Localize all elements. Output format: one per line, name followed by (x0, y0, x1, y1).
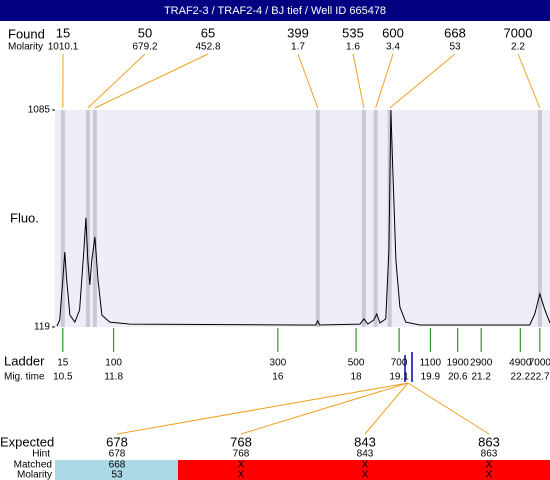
ladder-size: 2900 (470, 358, 493, 369)
ladder-size: 7000 (529, 358, 550, 369)
expected-size: 843 (354, 434, 376, 449)
ladder-size: 500 (348, 358, 365, 369)
ladder-size: 1900 (447, 358, 470, 369)
expected-size: 863 (478, 434, 500, 449)
found-connector (87, 53, 146, 109)
expected-hint: 843 (357, 449, 374, 460)
found-size: 15 (56, 25, 70, 40)
ladder-time: 22.7 (530, 372, 550, 383)
matched-cell (55, 460, 178, 480)
ladder-time: 22.2 (511, 372, 531, 383)
expected-hint: 863 (481, 449, 498, 460)
molarity-row-label: Molarity (17, 470, 52, 480)
expected-molarity: 53 (111, 470, 123, 480)
found-connector (389, 53, 456, 109)
found-molarity: 1.6 (346, 42, 360, 53)
found-molarity: 2.2 (511, 42, 525, 53)
found-band (92, 110, 97, 327)
hint-label: Hint (32, 449, 50, 460)
ladder-label: Ladder (4, 353, 45, 368)
expected-matched: X (362, 460, 369, 471)
ladder-time: 16 (272, 372, 284, 383)
title-bar (0, 0, 550, 21)
found-connector (297, 53, 319, 109)
found-size: 668 (444, 25, 466, 40)
ladder-time: 19.9 (421, 372, 441, 383)
found-band (361, 110, 366, 327)
expected-molarity: X (486, 470, 493, 480)
mig-time-label: Mig. time (4, 372, 45, 383)
found-connector (517, 53, 541, 109)
found-connector (94, 53, 209, 109)
ladder-size: 15 (57, 358, 69, 369)
ladder-size: 1100 (420, 358, 442, 369)
ladder-size: 4900 (509, 358, 532, 369)
found-size: 535 (342, 25, 364, 40)
molarity-label: Molarity (8, 42, 43, 53)
title: TRAF2-3 / TRAF2-4 / BJ tief / Well ID 66… (164, 5, 386, 17)
ladder-time: 18 (351, 372, 363, 383)
ladder-time: 11.8 (104, 372, 123, 383)
found-size: 600 (382, 25, 404, 40)
expected-connector (407, 382, 490, 435)
expected-connector (364, 382, 409, 435)
found-size: 399 (287, 25, 309, 40)
y-axis-label: Fluo. (10, 210, 39, 225)
expected-hint: 678 (109, 449, 126, 460)
expected-size: 768 (230, 434, 252, 449)
expected-hint: 768 (233, 449, 250, 460)
matched-label: Matched (14, 460, 52, 471)
ladder-time: 20.6 (448, 372, 468, 383)
ladder-time: 19.1 (389, 372, 409, 383)
ladder-time: 21.2 (471, 372, 491, 383)
found-molarity: 1010.1 (48, 42, 79, 53)
expected-label: Expected (0, 434, 54, 449)
found-band (85, 110, 90, 327)
found-size: 50 (138, 25, 152, 40)
expected-size: 678 (106, 434, 128, 449)
ladder-size: 700 (391, 358, 408, 369)
found-connector (375, 53, 394, 109)
found-label: Found (8, 26, 45, 41)
found-molarity: 3.4 (386, 42, 400, 53)
found-molarity: 452.8 (195, 42, 220, 53)
expected-connector (240, 382, 409, 435)
found-size: 65 (201, 25, 215, 40)
found-molarity: 1.7 (291, 42, 305, 53)
found-size: 7000 (504, 25, 533, 40)
ladder-size: 100 (105, 358, 122, 369)
found-band (60, 110, 65, 327)
found-band (373, 110, 378, 327)
plot-area (55, 110, 550, 327)
found-band (537, 110, 542, 327)
y-tick-label: 119 (34, 322, 50, 333)
trace (56, 109, 550, 327)
ladder-time: 10.5 (53, 372, 73, 383)
found-connector (352, 53, 365, 109)
expected-matched: X (486, 460, 493, 471)
unmatched-cells (178, 460, 550, 480)
found-molarity: 53 (449, 42, 461, 53)
expected-molarity: X (238, 470, 245, 480)
y-tick-label: 1085 (28, 105, 51, 116)
found-molarity: 679.2 (132, 42, 157, 53)
ladder-size: 300 (270, 358, 287, 369)
expected-matched: 668 (109, 460, 126, 471)
expected-connector (116, 382, 409, 435)
expected-matched: X (238, 460, 245, 471)
found-band (315, 110, 320, 327)
expected-molarity: X (362, 470, 369, 480)
